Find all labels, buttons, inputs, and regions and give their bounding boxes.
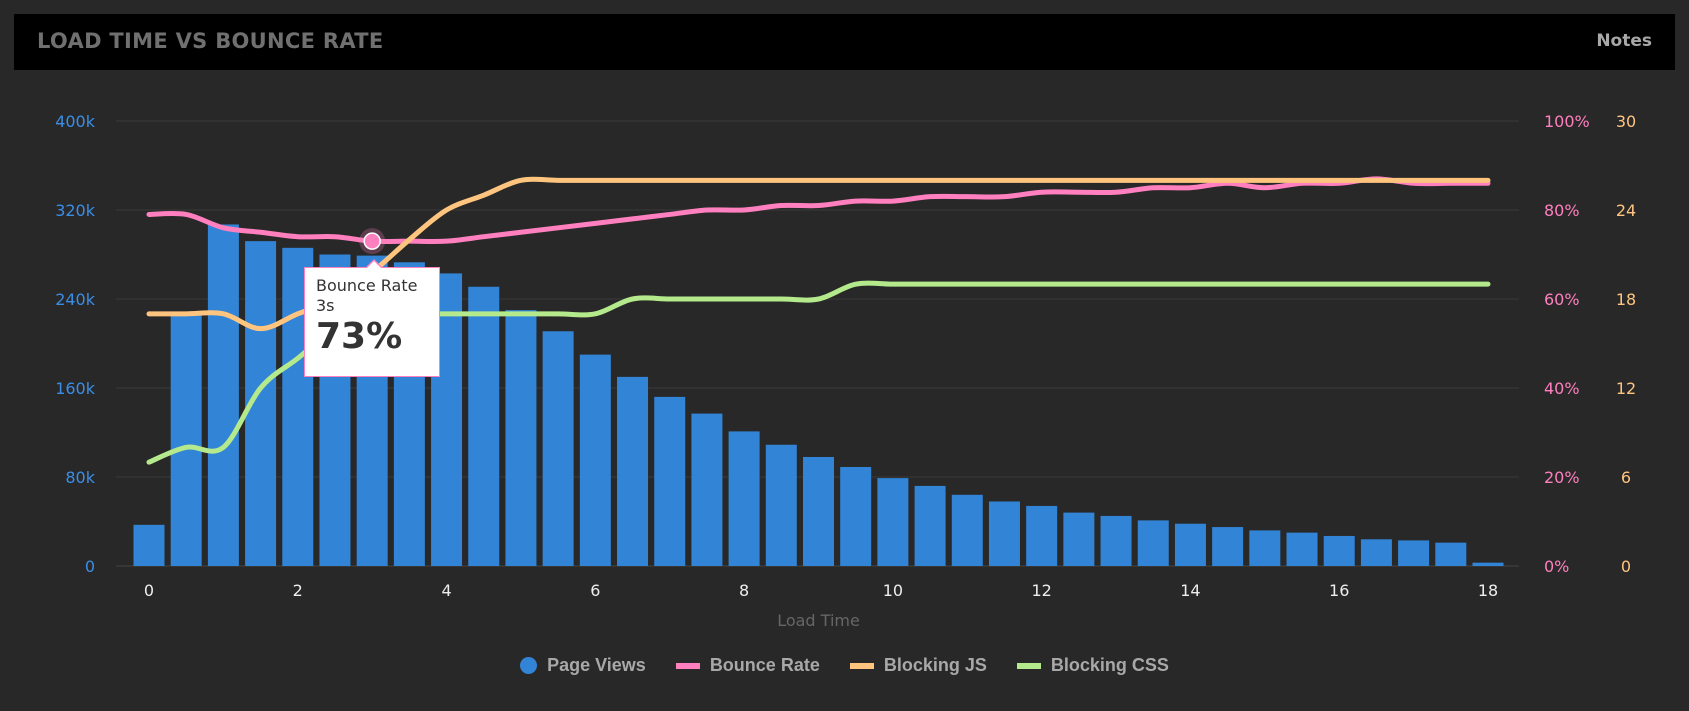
bar-page-views <box>654 396 686 566</box>
chart-title: LOAD TIME VS BOUNCE RATE <box>37 29 384 53</box>
legend-swatch-icon <box>1016 662 1041 669</box>
bar-page-views <box>1026 505 1058 566</box>
y-right-pct-tick-label: 40% <box>1544 379 1580 398</box>
x-tick-label: 10 <box>883 581 903 600</box>
x-tick-label: 8 <box>739 581 749 600</box>
bar-page-views <box>765 444 797 566</box>
x-tick-label: 16 <box>1329 581 1349 600</box>
bar-page-views <box>1212 527 1244 566</box>
y-right-count-tick-label: 24 <box>1616 201 1636 220</box>
bar-page-views <box>1323 535 1355 566</box>
y-left-tick-label: 160k <box>55 379 96 398</box>
bar-page-views <box>691 413 723 566</box>
legend-item-page-views[interactable]: Page Views <box>520 655 646 676</box>
x-tick-label: 0 <box>144 581 154 600</box>
legend-swatch-icon <box>675 662 700 669</box>
y-right-pct-tick-label: 60% <box>1544 290 1580 309</box>
bar-page-views <box>1249 530 1281 566</box>
bar-page-views <box>1063 512 1095 566</box>
x-axis-title: Load Time <box>777 611 860 630</box>
bar-page-views <box>951 494 983 566</box>
bar-page-views <box>803 456 834 566</box>
legend-swatch-icon <box>849 662 874 669</box>
y-right-count-tick-label: 12 <box>1616 379 1636 398</box>
x-tick-label: 12 <box>1031 581 1051 600</box>
y-left-tick-label: 400k <box>55 112 96 131</box>
legend-item-bounce-rate[interactable]: Bounce Rate <box>675 655 820 676</box>
y-left-tick-label: 240k <box>55 290 96 309</box>
bar-page-views <box>468 286 500 566</box>
legend-item-blocking-js[interactable]: Blocking JS <box>849 655 987 676</box>
y-right-count-tick-label: 0 <box>1621 557 1631 576</box>
notes-button[interactable]: Notes <box>1596 31 1652 51</box>
bar-page-views <box>579 354 611 566</box>
legend-label: Page Views <box>547 655 646 675</box>
bar-page-views <box>1435 542 1467 566</box>
y-right-count-tick-label: 30 <box>1616 112 1636 131</box>
bar-page-views <box>988 501 1020 566</box>
y-right-pct-tick-label: 20% <box>1544 468 1580 487</box>
y-right-count-tick-label: 18 <box>1616 290 1636 309</box>
tooltip-value: 73% <box>316 316 403 357</box>
bar-page-views <box>1286 532 1318 566</box>
bar-page-views <box>133 524 165 566</box>
x-tick-label: 18 <box>1478 581 1498 600</box>
legend-label: Blocking CSS <box>1050 655 1169 675</box>
x-tick-label: 6 <box>590 581 600 600</box>
bar-page-views <box>1360 539 1392 566</box>
x-tick-label: 4 <box>441 581 451 600</box>
legend-item-blocking-css[interactable]: Blocking CSS <box>1016 655 1169 676</box>
bar-page-views <box>1472 562 1504 566</box>
bar-page-views <box>1398 540 1430 566</box>
y-left-tick-label: 320k <box>55 201 96 220</box>
highlight-point <box>363 232 381 250</box>
y-right-pct-tick-label: 80% <box>1544 201 1580 220</box>
bar-page-views <box>207 224 239 566</box>
x-tick-label: 2 <box>293 581 303 600</box>
tooltip: Bounce Rate 3s 73% <box>304 259 440 377</box>
bar-page-views <box>542 331 574 566</box>
bar-page-views <box>914 485 946 566</box>
bar-page-views <box>1137 520 1169 566</box>
x-tick-label: 14 <box>1180 581 1200 600</box>
bar-page-views <box>1174 523 1206 566</box>
bar-page-views <box>1100 515 1132 566</box>
bar-page-views <box>617 376 649 566</box>
y-left-tick-label: 0 <box>85 557 95 576</box>
bar-page-views <box>170 314 202 566</box>
chart-header: LOAD TIME VS BOUNCE RATE Notes <box>14 14 1675 70</box>
y-right-pct-tick-label: 100% <box>1544 112 1590 131</box>
legend: Page Views Bounce Rate Blocking JS Block… <box>0 655 1689 676</box>
tooltip-x: 3s <box>316 296 335 315</box>
y-left-tick-label: 80k <box>65 468 95 487</box>
tooltip-series: Bounce Rate <box>316 276 418 295</box>
bar-page-views <box>728 431 760 566</box>
y-right-count-tick-label: 6 <box>1621 468 1631 487</box>
y-right-pct-tick-label: 0% <box>1544 557 1569 576</box>
legend-swatch-icon <box>520 657 538 674</box>
bar-page-views <box>877 478 909 566</box>
legend-label: Blocking JS <box>883 655 987 675</box>
bar-page-views <box>505 310 537 566</box>
bar-page-views <box>840 466 872 566</box>
legend-label: Bounce Rate <box>709 655 820 675</box>
